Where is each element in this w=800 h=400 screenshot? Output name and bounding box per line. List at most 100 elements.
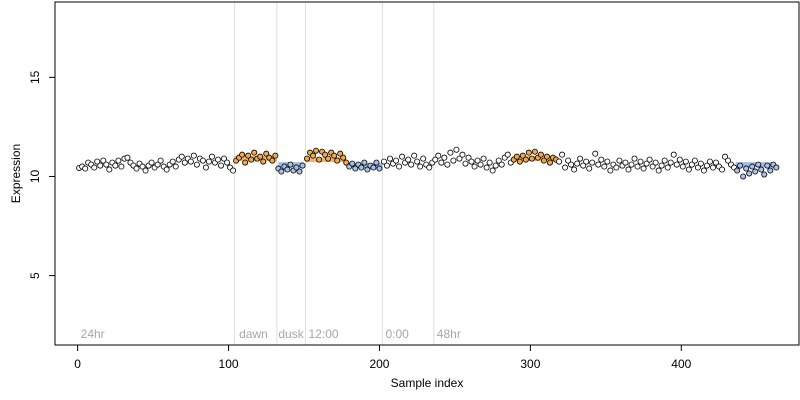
data-point [634,163,641,170]
data-point [284,166,291,173]
data-point [239,151,246,158]
data-point [577,155,584,162]
data-point [462,160,469,167]
data-point [441,154,448,161]
data-point [580,162,587,169]
data-point [537,151,544,158]
data-point [631,155,638,162]
data-point [622,159,629,166]
data-point [664,164,671,171]
y-axis-label: Expression [9,144,23,203]
data-point [513,153,520,160]
data-point [586,165,593,172]
data-point [465,154,472,161]
data-point [480,155,487,162]
data-point [387,155,394,162]
y-tick-label: 10 [28,169,42,183]
y-tick-label: 15 [28,70,42,84]
y-tick-label: 5 [28,272,42,279]
data-point [706,158,713,165]
data-point [313,147,320,154]
data-point [340,154,347,161]
data-point [269,157,276,164]
data-point [106,166,113,173]
x-axis-label: Sample index [391,376,464,390]
data-point [700,167,707,174]
data-point [438,159,445,166]
data-points [76,146,780,180]
data-point [712,159,719,166]
data-point [384,162,391,169]
data-point [646,156,653,163]
data-point [767,167,774,174]
data-point [352,165,359,172]
data-point [749,163,756,170]
data-point [103,161,110,168]
data-point [616,157,623,164]
data-point [205,158,212,165]
data-point [190,152,197,159]
data-point [456,155,463,162]
data-point [725,157,732,164]
data-point [676,156,683,163]
data-point [740,173,747,180]
data-point [643,160,650,167]
data-point [625,166,632,173]
data-point [522,156,529,163]
data-point [459,151,466,158]
data-point [257,153,264,160]
data-point [393,157,400,164]
data-point [187,158,194,165]
data-point [604,158,611,165]
data-point [743,165,750,172]
data-point [658,162,665,169]
data-point [193,161,200,168]
data-point [208,153,215,160]
x-tick-label: 200 [369,357,389,371]
data-point [773,164,780,171]
data-point [755,161,762,168]
data-point [181,159,188,166]
data-point [483,164,490,171]
data-point [361,159,368,166]
data-point [492,162,499,169]
data-point [91,164,98,171]
data-point [652,159,659,166]
data-point [516,158,523,165]
x-tick-label: 400 [671,357,691,371]
data-point [172,163,179,170]
phase-label: 24hr [81,327,105,341]
phase-label: 0:00 [385,327,409,341]
data-point [370,164,377,171]
data-point [224,159,231,166]
data-point [411,152,418,159]
data-point [688,161,695,168]
data-point [758,166,765,173]
data-point [399,153,406,160]
phase-label: dawn [239,327,268,341]
data-point [214,156,221,163]
data-point [447,149,454,156]
data-point [583,158,590,165]
data-point [486,159,493,166]
data-point [595,161,602,168]
data-point [697,160,704,167]
data-point [94,158,101,165]
data-point [601,163,608,170]
data-point [607,167,614,174]
data-point [571,166,578,173]
data-point [322,151,329,158]
data-point [752,168,759,175]
data-point [310,152,317,159]
data-point [133,165,140,172]
data-point [589,159,596,166]
data-point [299,162,306,169]
data-point [373,159,380,166]
data-point [528,155,535,162]
data-point [498,161,505,168]
data-point [694,164,701,171]
data-point [432,156,439,163]
data-point [450,157,457,164]
data-point [157,157,164,164]
data-point [272,152,279,159]
